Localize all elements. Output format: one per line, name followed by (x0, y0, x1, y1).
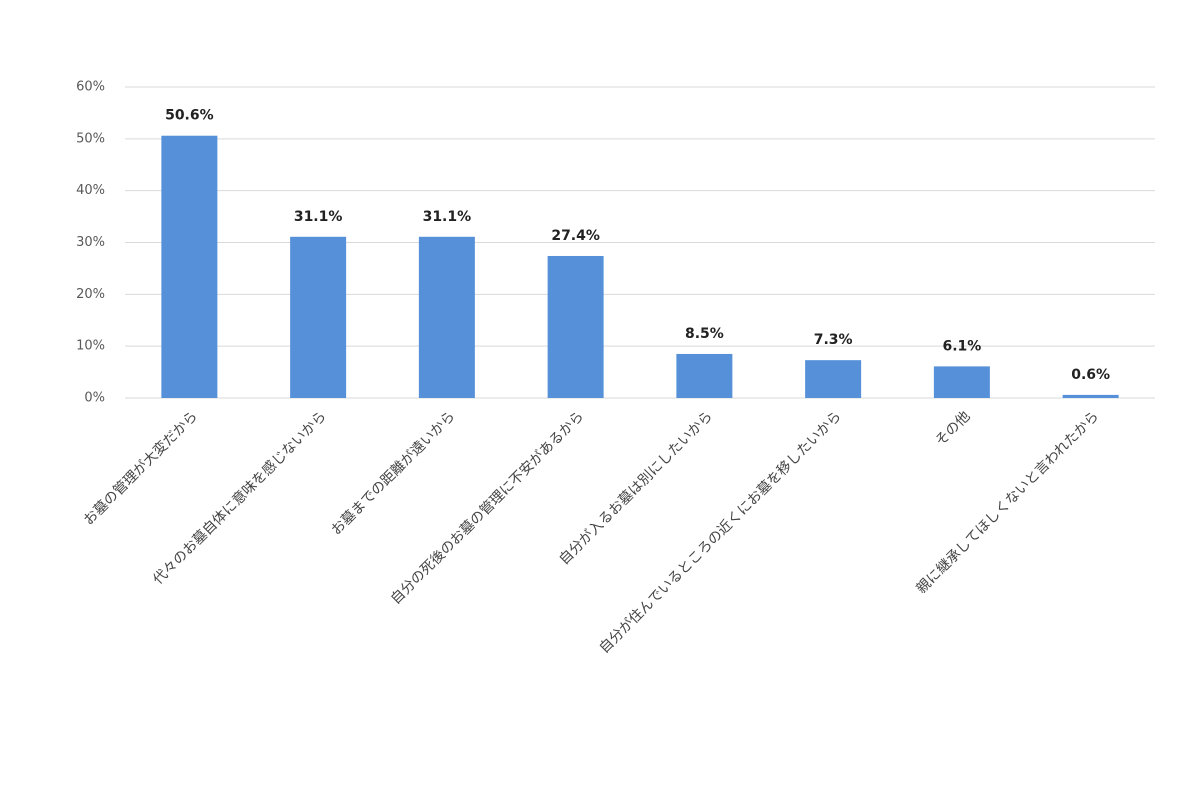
data-label: 8.5% (685, 326, 724, 342)
bar (290, 236, 347, 398)
y-tick-label: 60% (76, 80, 105, 95)
bar (933, 366, 990, 398)
y-tick-label: 10% (76, 339, 105, 354)
data-label: 7.3% (814, 332, 853, 348)
x-tick-label: 自分が入るお墓は別にしたいから (556, 408, 716, 568)
x-tick-label: お墓までの距離が遠いから (328, 408, 459, 539)
bar (676, 353, 733, 398)
bar (418, 236, 475, 398)
y-tick-label: 0% (84, 391, 105, 406)
bar (805, 360, 862, 398)
data-label: 27.4% (551, 228, 600, 244)
y-tick-label: 40% (76, 183, 105, 198)
x-tick-label: 自分が住んでいるところの近くにお墓を移したいから (596, 408, 844, 656)
data-label: 6.1% (942, 338, 981, 354)
data-label: 0.6% (1071, 367, 1110, 383)
bar (1062, 394, 1119, 398)
y-tick-label: 30% (76, 235, 105, 250)
y-tick-label: 20% (76, 287, 105, 302)
y-tick-label: 50% (76, 131, 105, 146)
bar (161, 135, 218, 398)
data-label: 50.6% (165, 108, 214, 124)
x-tick-label: お墓の管理が大変だから (80, 408, 201, 529)
bar (547, 255, 604, 398)
data-label: 31.1% (294, 209, 343, 225)
data-label: 31.1% (423, 209, 472, 225)
x-tick-label: その他 (933, 408, 974, 449)
